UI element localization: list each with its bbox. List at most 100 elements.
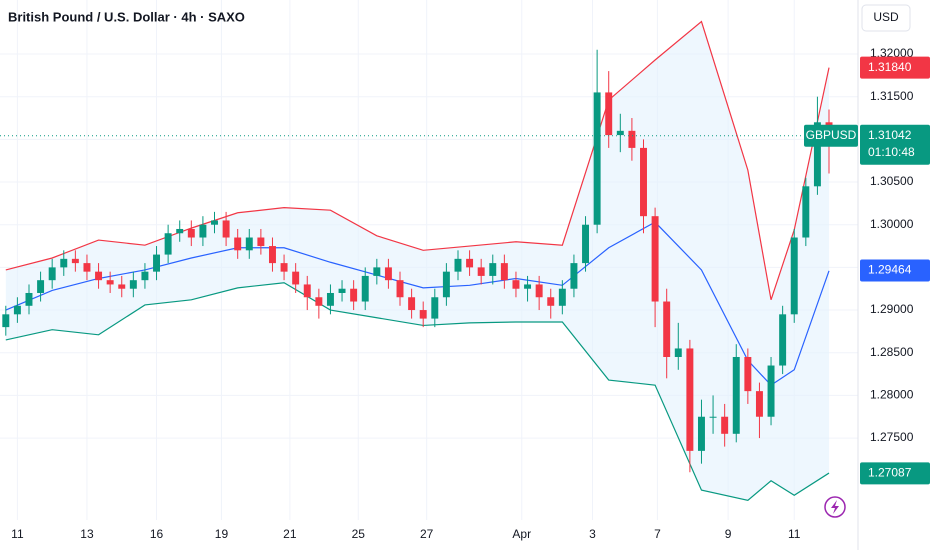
candle-body bbox=[338, 288, 346, 293]
candle-body bbox=[535, 284, 543, 298]
candle-body bbox=[767, 365, 775, 417]
candle-body bbox=[315, 297, 323, 306]
candle-body bbox=[373, 267, 381, 276]
candle-body bbox=[118, 284, 126, 289]
candle-body bbox=[361, 275, 369, 302]
candle-body bbox=[582, 224, 590, 264]
x-tick-label: 19 bbox=[215, 527, 229, 541]
symbol-box bbox=[804, 124, 858, 147]
band-fill bbox=[5, 21, 830, 501]
candle-body bbox=[686, 348, 694, 451]
candle-body bbox=[384, 267, 392, 281]
candle-body bbox=[2, 314, 10, 328]
candle-body bbox=[408, 297, 416, 311]
candle-body bbox=[222, 220, 230, 238]
candle-body bbox=[431, 297, 439, 319]
candle-body bbox=[129, 280, 137, 289]
x-tick-label: 25 bbox=[352, 527, 366, 541]
candle-body bbox=[106, 280, 114, 285]
x-tick-label: 16 bbox=[150, 527, 164, 541]
price-tags: 1.31840 1.29464 1.27087 GBPUSD 1.31042 01:10:… bbox=[0, 56, 930, 485]
candle-body bbox=[153, 254, 161, 272]
price-tag: GBPUSD 1.31042 01:10:48 bbox=[804, 124, 930, 165]
candle-body bbox=[13, 305, 21, 315]
y-tick-label: 1.28000 bbox=[870, 388, 914, 402]
candle-body bbox=[813, 122, 821, 187]
candle-body bbox=[605, 92, 613, 136]
candle-body bbox=[245, 237, 253, 251]
candle-body bbox=[558, 288, 566, 306]
x-tick-label: 9 bbox=[725, 527, 732, 541]
candle-body bbox=[442, 271, 450, 298]
y-tick-label: 1.28500 bbox=[870, 345, 914, 359]
x-tick-label: 7 bbox=[654, 527, 661, 541]
x-tick-label: 27 bbox=[420, 527, 434, 541]
candle-body bbox=[234, 237, 242, 251]
band-line bbox=[5, 20, 830, 301]
countdown: 01:10:48 bbox=[868, 145, 915, 159]
candle-body bbox=[25, 292, 33, 306]
candle-body bbox=[489, 263, 497, 276]
candle-body bbox=[500, 263, 508, 281]
candle-body bbox=[779, 314, 787, 366]
band-line bbox=[5, 282, 830, 502]
candle-body bbox=[83, 263, 91, 272]
candle-body bbox=[697, 416, 705, 451]
candle-body bbox=[454, 258, 462, 272]
candle-body bbox=[48, 267, 56, 281]
candle-body bbox=[802, 186, 810, 238]
tag-box bbox=[860, 56, 930, 79]
candle-body bbox=[71, 258, 79, 264]
bollinger-bands bbox=[5, 20, 830, 502]
candle-body bbox=[257, 237, 265, 247]
price-tag: 1.27087 bbox=[860, 462, 930, 485]
x-tick-label: 21 bbox=[283, 527, 297, 541]
time-axis: 11 13 16 19 21 25 27 Apr 3 7 9 11 bbox=[11, 527, 801, 541]
candle-body bbox=[37, 280, 45, 293]
candle-body bbox=[732, 356, 740, 434]
candle-body bbox=[95, 271, 103, 281]
candle-body bbox=[292, 271, 300, 285]
x-tick-label: 3 bbox=[589, 527, 596, 541]
candle-body bbox=[268, 246, 276, 264]
candle-body bbox=[211, 220, 218, 225]
candle-body bbox=[350, 288, 358, 302]
candle-body bbox=[651, 216, 659, 302]
candle-body bbox=[524, 284, 532, 289]
lightning bbox=[831, 500, 839, 514]
tag-label: 1.31042 bbox=[868, 128, 912, 142]
currency-label[interactable]: USD bbox=[873, 10, 899, 24]
y-tick-label: 1.27500 bbox=[870, 430, 914, 444]
candle-body bbox=[303, 284, 311, 298]
candle-body bbox=[512, 280, 520, 289]
currency-button[interactable] bbox=[861, 4, 911, 32]
x-tick-label: 11 bbox=[788, 527, 801, 541]
candle-body bbox=[709, 416, 717, 418]
candle-body bbox=[477, 267, 485, 276]
candle-body bbox=[755, 391, 763, 417]
candle-body bbox=[396, 280, 404, 298]
symbol-label: GBPUSD bbox=[806, 128, 857, 142]
x-tick-label: Apr bbox=[512, 527, 531, 541]
price-tag: 1.29464 bbox=[860, 259, 930, 282]
candle-body bbox=[326, 292, 334, 306]
candle-body bbox=[466, 258, 474, 268]
candle-body bbox=[663, 301, 671, 357]
x-tick-label: 13 bbox=[80, 527, 94, 541]
y-tick-label: 1.31500 bbox=[870, 89, 914, 103]
candle-body bbox=[628, 130, 636, 148]
candle-body bbox=[199, 224, 207, 238]
y-tick-label: 1.30000 bbox=[870, 217, 914, 231]
chart-title: British Pound / U.S. Dollar · 4h · SAXO bbox=[8, 9, 245, 24]
candle-body bbox=[674, 348, 682, 357]
candle-body bbox=[141, 271, 149, 281]
price-tag: 1.31840 bbox=[860, 56, 930, 79]
candle-body bbox=[570, 263, 578, 289]
candle-body bbox=[280, 263, 288, 272]
y-tick-label: 1.29000 bbox=[870, 302, 914, 316]
candle-body bbox=[187, 228, 195, 238]
candle-body bbox=[790, 237, 798, 315]
x-tick-label: 11 bbox=[11, 527, 24, 541]
